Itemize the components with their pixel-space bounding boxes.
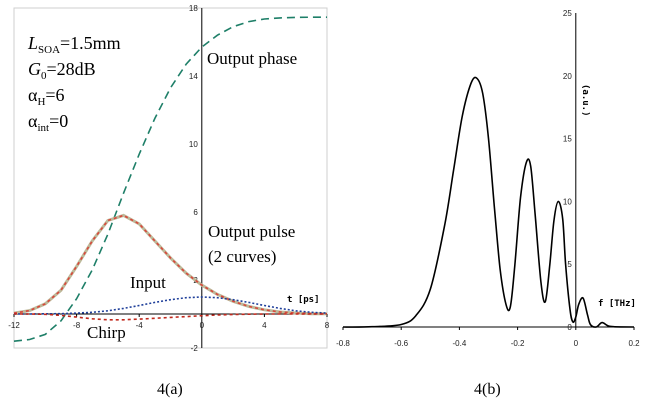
b-x-tick-label: -0.2 [511, 339, 525, 348]
caption-b: 4(b) [474, 381, 501, 398]
b-y-tick-label: 0 [567, 323, 572, 332]
param-alpha-h: αH=6 [28, 85, 65, 108]
b-x-tick-label: -0.6 [394, 339, 408, 348]
a-x-tick-label: 4 [262, 321, 267, 330]
a-x-tick-label: -8 [73, 321, 81, 330]
annotation-two-curves: (2 curves) [208, 247, 276, 266]
a-x-tick-label: -12 [8, 321, 20, 330]
annotation-output-phase: Output phase [207, 49, 297, 68]
param-alpha-int: αint=0 [28, 111, 68, 134]
param-l-soa: LSOA=1.5mm [27, 33, 121, 56]
b-x-tick-label: 0 [574, 339, 579, 348]
annotation-input: Input [130, 273, 166, 292]
a-x-tick-label: 0 [200, 321, 205, 330]
series-spectrum [342, 76, 635, 328]
b-y-tick-label: 20 [563, 72, 572, 81]
panel-a-series [13, 16, 328, 342]
series-chirp [14, 313, 327, 321]
panel-a-x-label: t [ps] [287, 295, 320, 305]
a-y-tick-label: 14 [189, 72, 198, 81]
annotation-chirp: Chirp [87, 323, 126, 342]
a-y-tick-label: -2 [191, 344, 199, 353]
b-y-tick-label: 10 [563, 197, 572, 206]
series-output-phase [13, 16, 327, 342]
panel-a-frame [13, 7, 328, 349]
panel-b-series [342, 76, 635, 328]
b-x-tick-label: 0.2 [628, 339, 640, 348]
b-y-tick-label: 25 [563, 9, 572, 18]
b-x-tick-label: -0.4 [453, 339, 467, 348]
b-x-tick-label: -0.8 [336, 339, 350, 348]
caption-a: 4(a) [157, 381, 183, 398]
a-y-tick-label: 6 [193, 208, 198, 217]
b-y-tick-label: 15 [563, 135, 572, 144]
a-x-tick-label: 8 [325, 321, 330, 330]
a-y-tick-label: 10 [189, 140, 198, 149]
panel-b-ticks: -0.8 -0.6 -0.4 -0.2 0 0.2 25 20 15 10 5 0 [336, 9, 640, 348]
series-input [14, 296, 328, 315]
param-g0: G0=28dB [28, 59, 96, 82]
annotation-output-pulse: Output pulse [208, 222, 295, 241]
series-output-pulse-b [13, 214, 328, 315]
panel-b-x-label: f [THz] [598, 299, 636, 309]
b-y-tick-label: 5 [567, 260, 572, 269]
a-y-tick-label: 18 [189, 4, 198, 13]
panel-b: -0.8 -0.6 -0.4 -0.2 0 0.2 25 20 15 10 5 0 f [THz] (… [336, 9, 640, 398]
a-x-tick-label: -4 [136, 321, 144, 330]
panel-b-y-label: (a.u.) [580, 84, 590, 117]
